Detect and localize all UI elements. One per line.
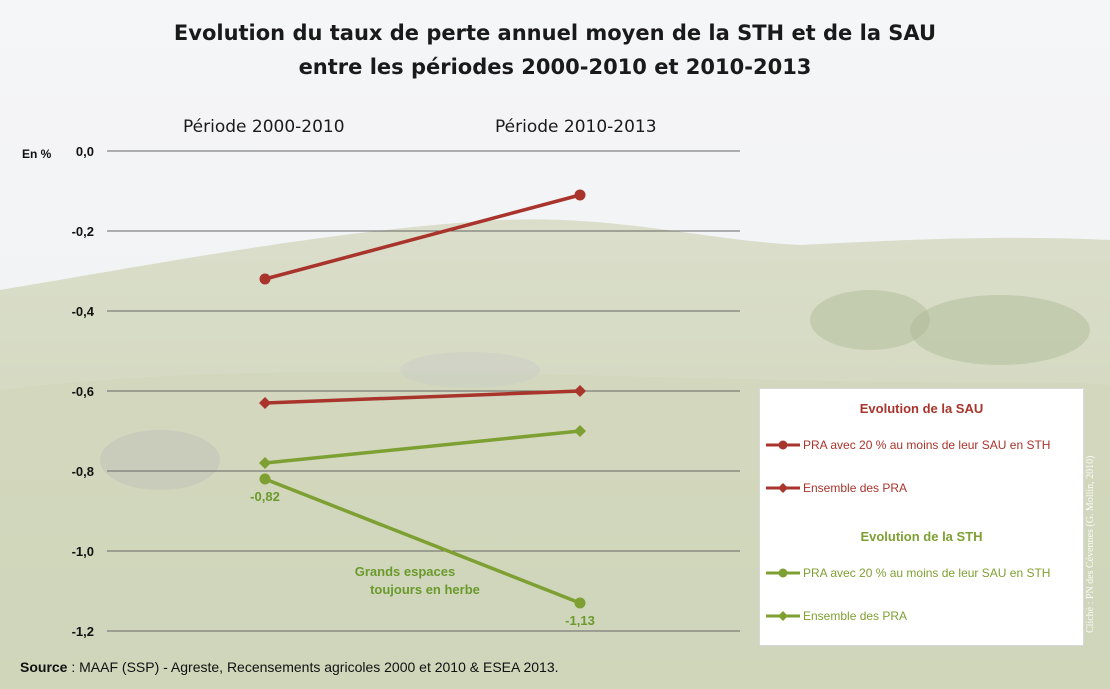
legend-heading-sau: Evolution de la SAU <box>859 401 984 416</box>
data-point <box>574 385 586 397</box>
source-text: : MAAF (SSP) - Agreste, Recensements agr… <box>67 659 559 675</box>
y-axis-unit-label: En % <box>22 147 52 161</box>
series-line <box>264 429 581 465</box>
legend-item-label: PRA avec 20 % au moins de leur SAU en ST… <box>803 566 1051 580</box>
data-point <box>574 189 586 201</box>
photo-credit: Cliché : PN des Cévennes (G. Mollin, 201… <box>1085 455 1096 633</box>
annotation-line-1: Grands espaces <box>355 564 455 579</box>
data-point <box>259 473 271 485</box>
data-point <box>259 273 271 285</box>
chart-series <box>259 189 586 609</box>
y-tick-label: -0,6 <box>72 384 94 399</box>
chart-title-line-1: Evolution du taux de perte annuel moyen … <box>173 21 937 45</box>
annotation-line-2: toujours en herbe <box>370 582 480 597</box>
legend-marker-circle <box>766 440 800 450</box>
series-sth-pra20 <box>259 473 586 609</box>
legend-item-sth-ensemble: Ensemble des PRA <box>766 608 907 624</box>
legend: Evolution de la SAU PRA avec 20 % au moi… <box>759 388 1084 646</box>
y-tick-label: 0,0 <box>76 144 94 159</box>
y-tick-label: -0,2 <box>72 224 94 239</box>
series-sau-pra20 <box>259 189 586 285</box>
period-label-2: Période 2010-2013 <box>495 117 657 137</box>
series-sth-ensemble <box>259 425 586 469</box>
y-axis-ticks: 0,0 -0,2 -0,4 -0,6 -0,8 -1,0 -1,2 <box>72 144 95 639</box>
legend-marker-diamond <box>766 483 800 493</box>
legend-heading-sth: Evolution de la STH <box>860 529 983 544</box>
legend-marker-diamond <box>766 611 800 621</box>
data-label: -1,13 <box>565 613 595 628</box>
chart-title-line-2: entre les périodes 2000-2010 et 2010-201… <box>298 55 812 79</box>
legend-item-sau-ensemble: Ensemble des PRA <box>766 480 907 496</box>
series-line <box>264 193 581 281</box>
y-tick-label: -0,4 <box>72 304 95 319</box>
data-point <box>574 597 586 609</box>
gridlines <box>107 150 740 632</box>
legend-item-label: PRA avec 20 % au moins de leur SAU en ST… <box>803 438 1051 452</box>
data-label: -0,82 <box>250 489 280 504</box>
legend-item-label: Ensemble des PRA <box>803 481 908 495</box>
series-line <box>264 477 581 605</box>
y-tick-label: -1,0 <box>72 544 94 559</box>
y-tick-label: -1,2 <box>72 624 94 639</box>
data-point <box>574 425 586 437</box>
source-note: Source : MAAF (SSP) - Agreste, Recenseme… <box>20 659 559 675</box>
data-point <box>259 397 271 409</box>
y-tick-label: -0,8 <box>72 464 94 479</box>
legend-item-label: Ensemble des PRA <box>803 609 908 623</box>
series-line <box>264 389 581 405</box>
legend-marker-circle <box>766 568 800 578</box>
legend-item-sth-pra20: PRA avec 20 % au moins de leur SAU en ST… <box>766 565 1050 581</box>
period-label-1: Période 2000-2010 <box>183 117 345 137</box>
data-labels: -0,82 -1,13 <box>250 489 595 628</box>
series-sau-ensemble <box>259 385 586 409</box>
source-label: Source <box>20 659 68 675</box>
legend-item-sau-pra20: PRA avec 20 % au moins de leur SAU en ST… <box>766 437 1050 453</box>
data-point <box>259 457 271 469</box>
